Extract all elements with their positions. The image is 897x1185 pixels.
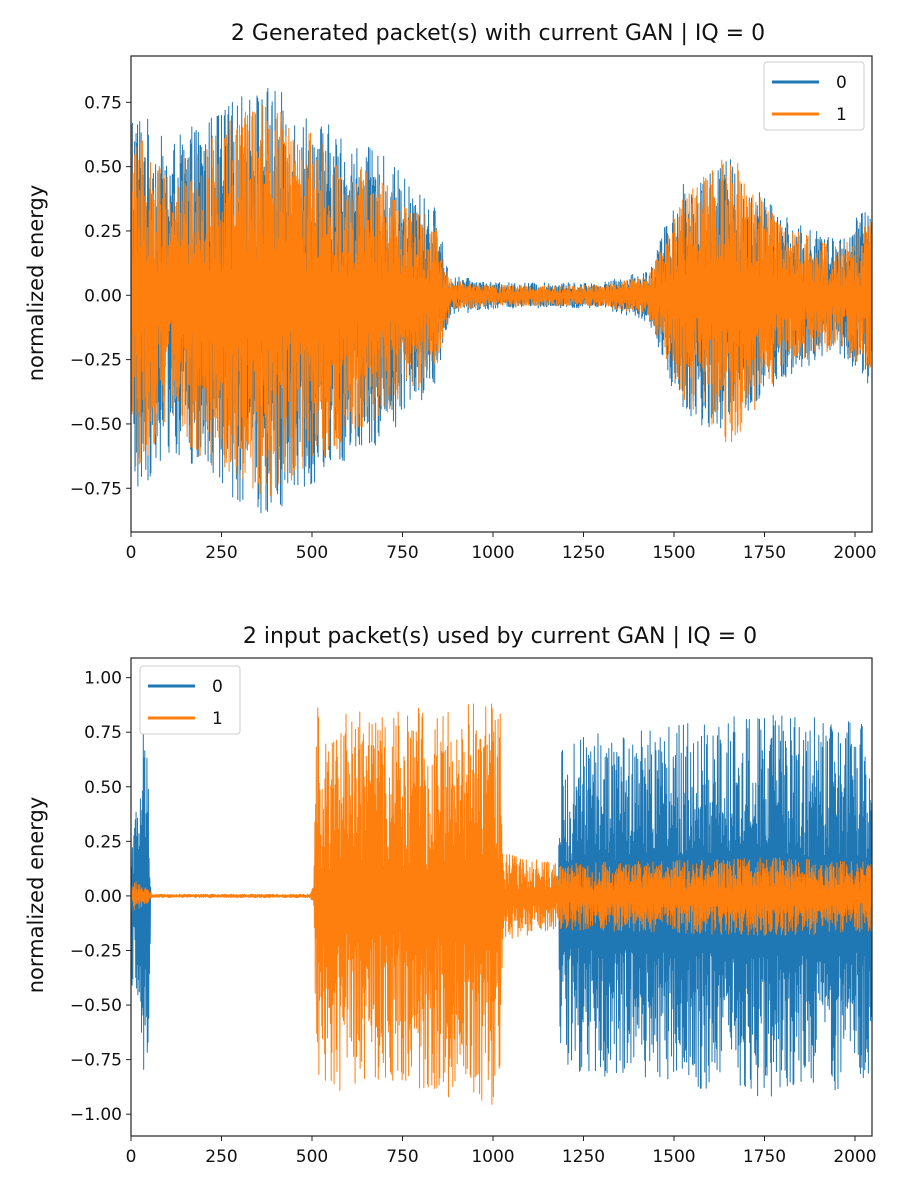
y-tick-label: −0.75: [70, 479, 122, 499]
chart-title: 2 input packet(s) used by current GAN | …: [243, 624, 757, 649]
y-tick-label: 0.75: [84, 723, 122, 743]
y-tick-label: −1.00: [70, 1105, 122, 1125]
legend-label-1: 1: [836, 105, 847, 125]
x-tick-label: 1750: [743, 1147, 786, 1167]
plot-frame: [130, 55, 873, 533]
x-tick-label: 250: [205, 1147, 237, 1167]
legend-box: [763, 61, 865, 131]
legend-label-0: 0: [212, 677, 223, 697]
x-tick-label: 1500: [652, 1147, 695, 1167]
y-tick-label: 0.25: [84, 832, 122, 852]
series-line-1: [131, 703, 872, 1105]
y-tick-label: 0.00: [84, 887, 122, 907]
x-tick-label: 250: [205, 543, 237, 563]
x-tick-label: 750: [386, 1147, 418, 1167]
y-tick-label: 0.00: [84, 286, 122, 306]
series-line-1: [131, 104, 872, 497]
y-tick-label: −0.75: [70, 1051, 122, 1071]
x-tick-label: 1000: [471, 1147, 514, 1167]
x-tick-label: 1500: [652, 543, 695, 563]
chart-title: 2 Generated packet(s) with current GAN |…: [231, 21, 765, 46]
y-tick-label: 0.50: [84, 778, 122, 798]
y-axis-label: normalized energy: [24, 797, 48, 994]
x-tick-label: 750: [386, 543, 418, 563]
legend-label-0: 0: [836, 73, 847, 93]
legend: 0 1: [139, 665, 241, 735]
y-tick-label: 0.75: [84, 93, 122, 113]
y-tick-label: 0.50: [84, 158, 122, 178]
y-tick-label: −0.50: [70, 996, 122, 1016]
input-packets-chart: 2 input packet(s) used by current GAN | …: [24, 624, 877, 1167]
x-tick-label: 1250: [562, 1147, 605, 1167]
y-axis-label: normalized energy: [24, 185, 48, 382]
x-tick-label: 1250: [562, 543, 605, 563]
legend: 0 1: [763, 61, 865, 131]
y-tick-label: −0.25: [70, 351, 122, 371]
legend-box: [139, 665, 241, 735]
x-tick-label: 0: [126, 543, 137, 563]
x-tick-label: 500: [296, 543, 328, 563]
y-tick-label: 1.00: [84, 669, 122, 689]
x-tick-label: 1750: [743, 543, 786, 563]
x-tick-label: 1000: [471, 543, 514, 563]
x-tick-label: 0: [126, 1147, 137, 1167]
axis-ticks: 0 250 500 750 1000 1250 1500 1750 2000 1.00 0.75 0.…: [70, 669, 877, 1167]
series-group: [131, 703, 872, 1105]
legend-label-1: 1: [212, 709, 223, 729]
x-tick-label: 500: [296, 1147, 328, 1167]
x-tick-label: 2000: [833, 543, 876, 563]
x-tick-label: 2000: [833, 1147, 876, 1167]
generated-packets-chart: 2 Generated packet(s) with current GAN |…: [24, 21, 877, 563]
y-tick-label: 0.25: [84, 222, 122, 242]
series-group: [131, 87, 872, 514]
y-tick-label: −0.25: [70, 941, 122, 961]
y-tick-label: −0.50: [70, 415, 122, 435]
axis-ticks: 0 250 500 750 1000 1250 1500 1750 2000 0.75 0.50 0.…: [70, 93, 877, 563]
plot-frame: [130, 657, 873, 1137]
